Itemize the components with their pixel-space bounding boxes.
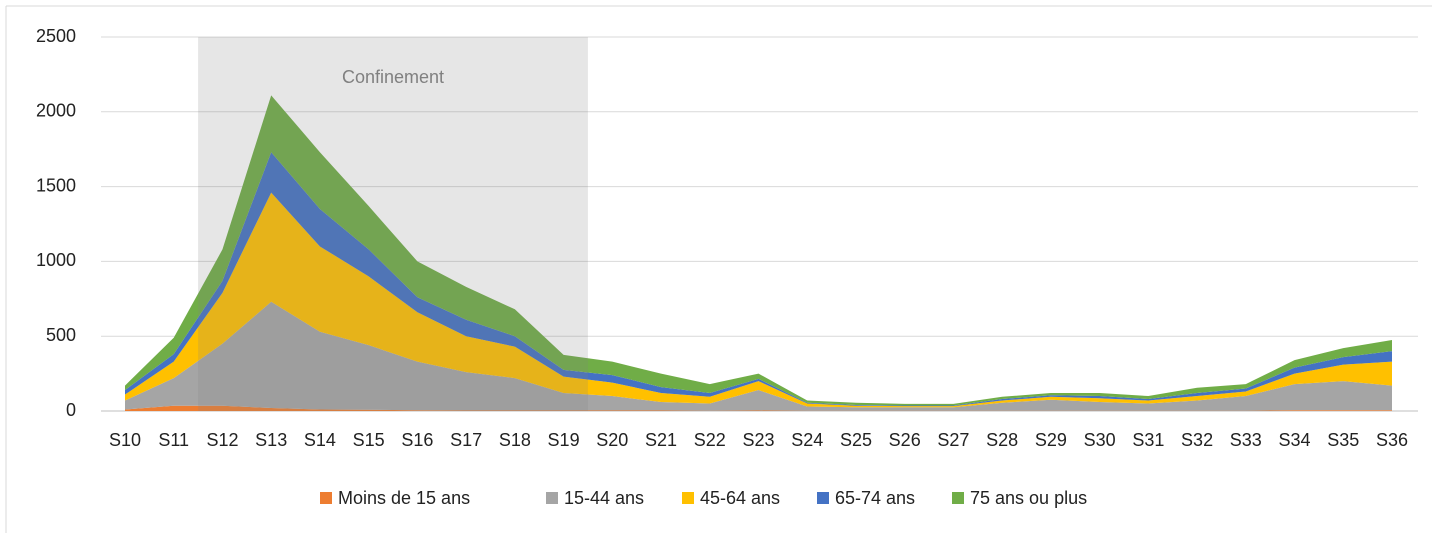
x-tick-label: S15 <box>353 430 385 450</box>
y-tick-label: 1500 <box>36 175 76 195</box>
y-tick-label: 2000 <box>36 101 76 121</box>
x-tick-label: S31 <box>1132 430 1164 450</box>
legend-label: Moins de 15 ans <box>338 488 470 508</box>
area <box>125 405 1392 411</box>
legend-label: 65-74 ans <box>835 488 915 508</box>
shaded-region <box>198 37 588 411</box>
legend-marker <box>320 492 332 504</box>
area <box>125 95 1392 406</box>
legend-marker <box>817 492 829 504</box>
x-tick-label: S13 <box>255 430 287 450</box>
area <box>125 152 1392 407</box>
x-tick-label: S22 <box>694 430 726 450</box>
y-tick-label: 500 <box>46 325 76 345</box>
x-tick-label: S12 <box>206 430 238 450</box>
legend-marker <box>682 492 694 504</box>
x-tick-label: S20 <box>596 430 628 450</box>
x-tick-label: S27 <box>937 430 969 450</box>
x-tick-label: S17 <box>450 430 482 450</box>
x-tick-label: S33 <box>1230 430 1262 450</box>
x-tick-label: S34 <box>1279 430 1311 450</box>
legend-label: 75 ans ou plus <box>970 488 1087 508</box>
x-tick-label: S32 <box>1181 430 1213 450</box>
x-tick-label: S24 <box>791 430 823 450</box>
x-tick-label: S29 <box>1035 430 1067 450</box>
x-tick-label: S16 <box>401 430 433 450</box>
x-tick-label: S28 <box>986 430 1018 450</box>
x-tick-label: S10 <box>109 430 141 450</box>
x-tick-label: S35 <box>1327 430 1359 450</box>
x-tick-label: S21 <box>645 430 677 450</box>
x-tick-label: S25 <box>840 430 872 450</box>
x-tick-label: S18 <box>499 430 531 450</box>
x-tick-label: S23 <box>742 430 774 450</box>
y-tick-label: 1000 <box>36 250 76 270</box>
x-tick-label: S26 <box>889 430 921 450</box>
x-tick-label: S14 <box>304 430 336 450</box>
area <box>125 301 1392 411</box>
y-tick-label: 0 <box>66 400 76 420</box>
area <box>125 192 1392 408</box>
x-tick-label: S11 <box>158 430 189 450</box>
legend-label: 15-44 ans <box>564 488 644 508</box>
y-tick-label: 2500 <box>36 26 76 46</box>
legend-marker <box>952 492 964 504</box>
x-tick-label: S19 <box>548 430 580 450</box>
x-tick-label: S36 <box>1376 430 1408 450</box>
x-tick-label: S30 <box>1084 430 1116 450</box>
legend-label: 45-64 ans <box>700 488 780 508</box>
legend-marker <box>546 492 558 504</box>
region-label: Confinement <box>342 67 444 87</box>
